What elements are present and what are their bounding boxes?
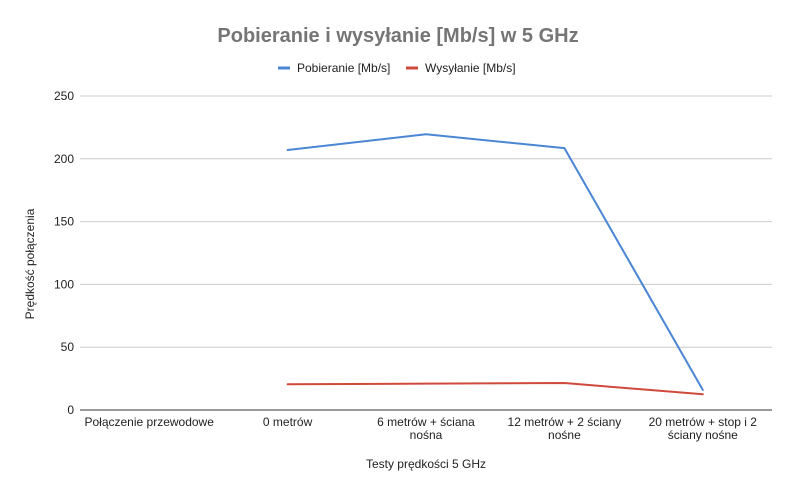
x-axis-ticks: Połączenie przewodowe 0 metrów 6 metrów + … [84, 415, 757, 442]
series-line-download [286, 133, 704, 391]
series [286, 133, 704, 396]
legend: Pobieranie [Mb/s] Wysyłanie [Mb/s] [278, 61, 516, 75]
chart-title: Pobieranie i wysyłanie [Mb/s] w 5 GHz [217, 25, 578, 47]
gridlines [80, 95, 772, 411]
series-line-upload [286, 382, 704, 396]
y-axis-ticks: 0 50 100 150 200 250 [54, 89, 74, 417]
x-tick-label: 0 metrów [263, 415, 313, 429]
x-tick-label: 12 metrów + 2 ściany nośne [508, 415, 622, 442]
y-tick-label: 0 [67, 403, 74, 417]
x-axis-title: Testy prędkości 5 GHz [366, 457, 486, 471]
x-tick-label: 20 metrów + stop i 2 ściany nośne [649, 415, 758, 442]
y-tick-label: 50 [61, 340, 75, 354]
y-tick-label: 100 [54, 277, 74, 291]
legend-label-download: Pobieranie [Mb/s] [297, 61, 390, 75]
x-tick-label: 6 metrów + ściana nośna [377, 415, 475, 442]
legend-label-upload: Wysyłanie [Mb/s] [425, 61, 516, 75]
y-axis-title: Prędkość połączenia [23, 208, 37, 319]
y-tick-label: 200 [54, 152, 74, 166]
x-tick-label: Połączenie przewodowe [84, 415, 214, 429]
y-tick-label: 150 [54, 215, 74, 229]
y-tick-label: 250 [54, 89, 74, 103]
